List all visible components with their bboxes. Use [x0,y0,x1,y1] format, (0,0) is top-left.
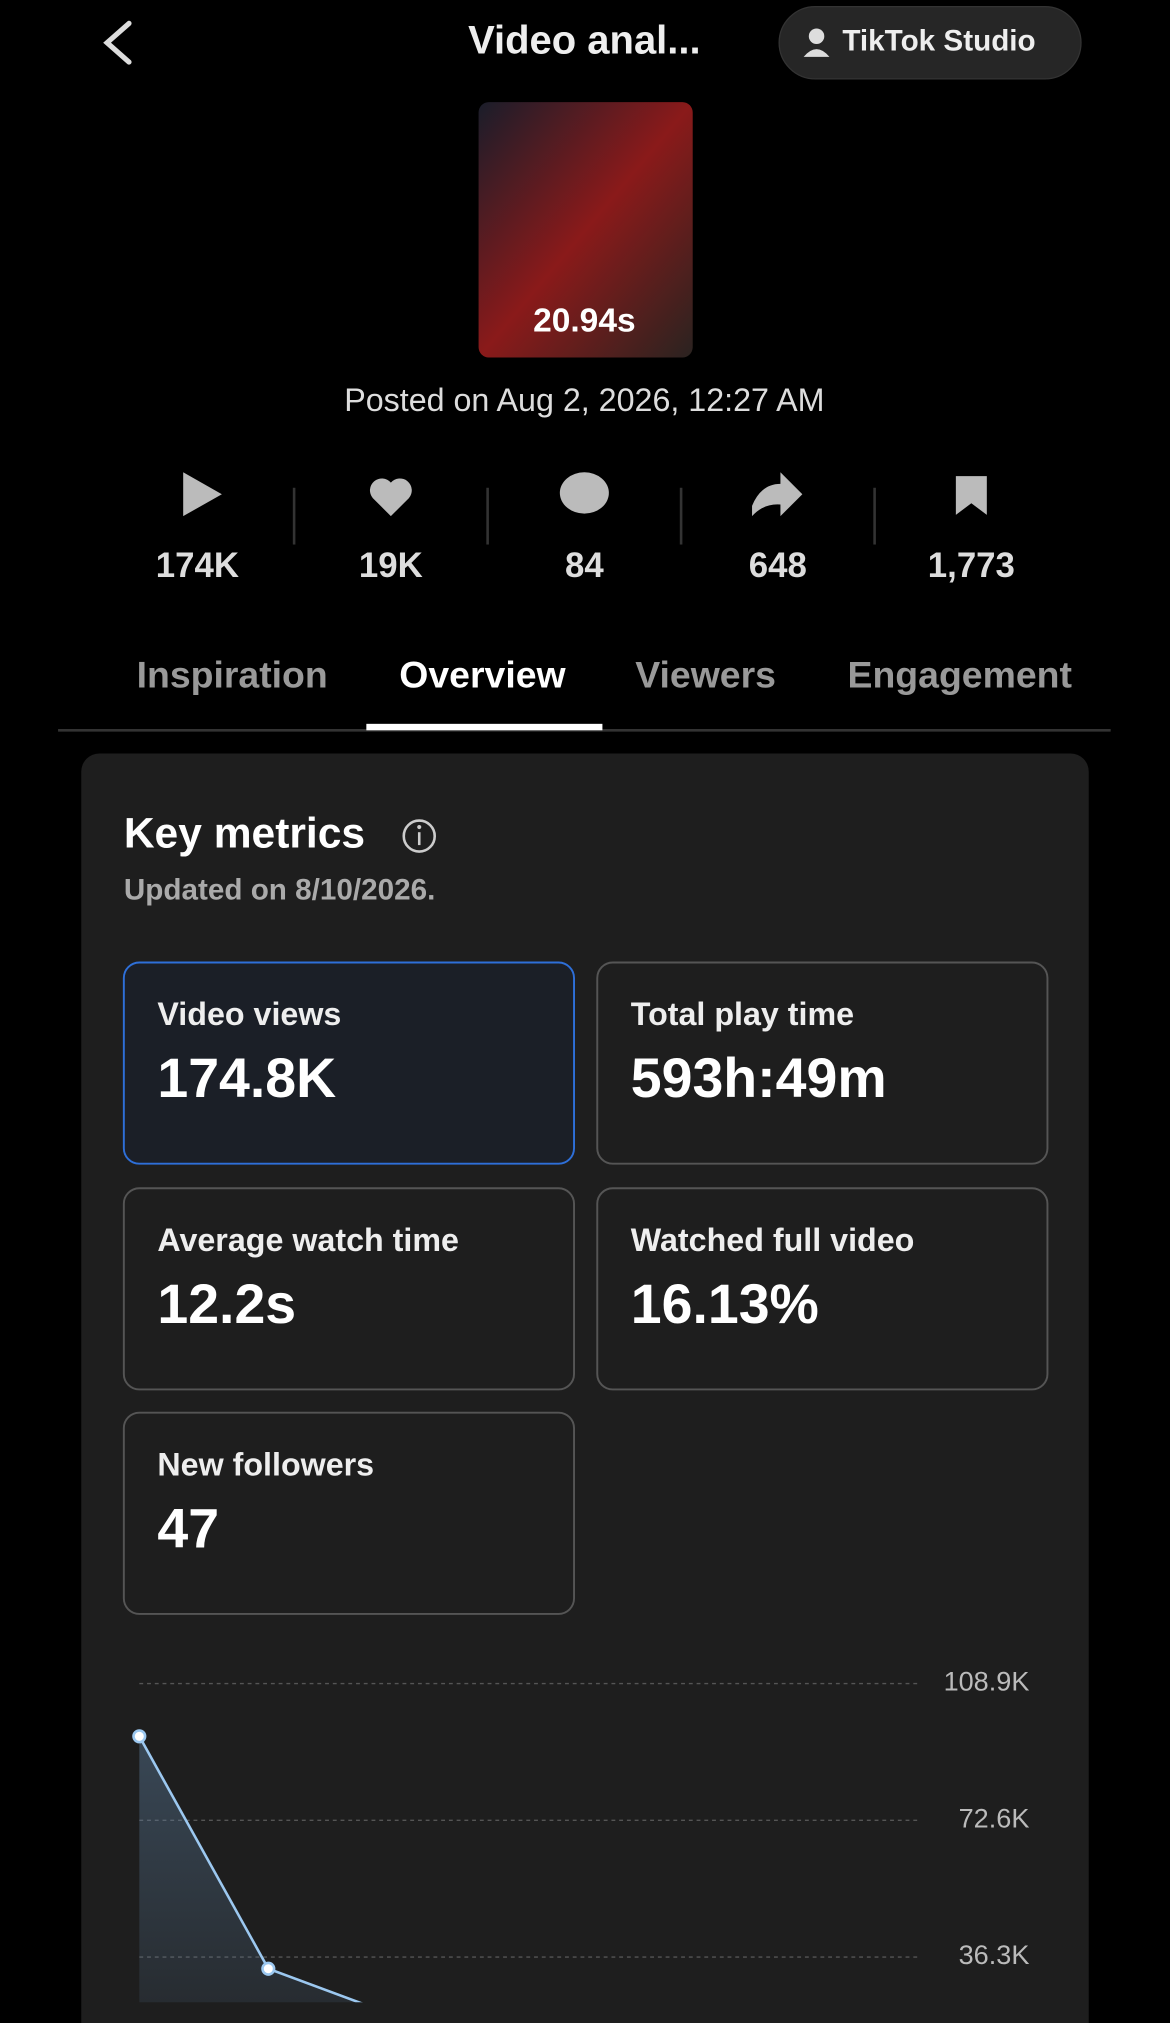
posted-date: Posted on Aug 2, 2026, 12:27 AM [344,382,824,418]
metric-value: 12.2s [157,1273,296,1335]
info-circle [402,819,437,853]
y-tick-label: 72.6K [959,1802,1030,1833]
updated-date: Updated on 8/10/2026. [124,873,436,906]
tile-bg [122,1187,576,1391]
stat-value: 1,773 [928,546,1015,585]
metric-tile[interactable]: Video views 174.8K [122,961,576,1165]
tile-bg [122,1411,576,1615]
stat-value: 84 [565,546,604,585]
metric-tile[interactable]: New followers 47 [122,1411,576,1615]
card-title: Key metrics [124,809,365,857]
metric-value: 593h:49m [631,1047,887,1109]
info-icon[interactable] [402,819,437,853]
stats-row: 174K 19K 84 648 1,773 [156,546,1015,585]
back-button[interactable] [103,20,132,65]
user-icon [808,28,825,45]
metric-label: Watched full video [631,1222,915,1258]
metric-tile[interactable]: Total play time 593h:49m [596,961,1049,1165]
area [139,1736,359,2003]
chart: 108.9K 72.6K 36.3K [132,1666,1030,2003]
tile-bg [596,961,1049,1165]
tab[interactable]: Engagement [848,653,1072,695]
like-icon [369,478,412,517]
play-icon [183,472,222,517]
metric-label: Total play time [631,996,854,1032]
save-icon [955,476,987,515]
video-duration: 20.94s [533,303,636,340]
tab-bar: Inspiration Overview Viewers Engagement [137,653,1072,695]
y-tick-label: 108.9K [944,1666,1030,1697]
stat-value: 174K [156,546,239,585]
tab[interactable]: Inspiration [137,653,328,695]
stat-icons [183,472,987,517]
metric-label: Average watch time [157,1222,459,1258]
comment-icon [559,472,609,514]
tab[interactable]: Overview [399,653,566,695]
stat-dividers [292,487,876,545]
tile-bg [122,961,576,1165]
video-thumbnail[interactable] [478,102,693,358]
y-tick-label: 36.3K [959,1939,1030,1970]
button-label: TikTok Studio [842,25,1035,58]
metric-label: New followers [157,1446,374,1482]
user-icon [803,49,830,57]
tile-bg [596,1187,1049,1391]
metric-value: 16.13% [631,1273,819,1335]
metric-grid: Video views 174.8K Total play time 593h:49m… [122,961,1049,1615]
tab-indicator [366,723,603,731]
metric-tile[interactable]: Watched full video 16.13% [596,1187,1049,1391]
share-icon [752,472,803,517]
metric-value: 47 [157,1497,219,1559]
tab[interactable]: Viewers [635,653,776,695]
metric-value: 174.8K [157,1047,336,1109]
metric-tile[interactable]: Average watch time 12.2s [122,1187,576,1391]
button-bg [778,5,1082,80]
point [261,1961,276,1976]
point [132,1729,147,1744]
header-title: Video anal... [468,18,701,62]
stat-value: 648 [749,546,807,585]
metric-label: Video views [157,996,341,1032]
studio-button[interactable]: TikTok Studio [778,5,1082,80]
info-dot [417,824,422,830]
stat-value: 19K [359,546,423,585]
